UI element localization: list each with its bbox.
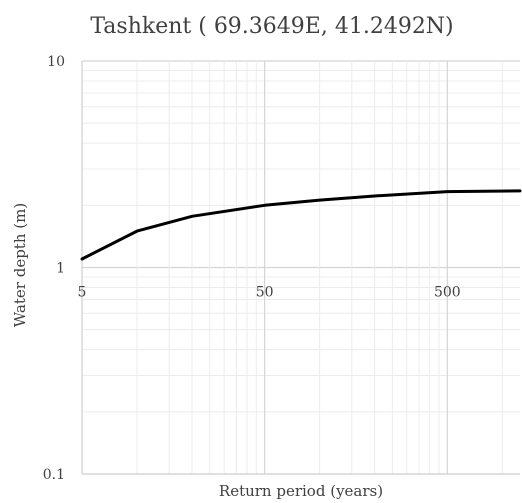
y-tick-label: 0.1	[43, 467, 65, 483]
tick-labels: 10 1 0.1 5 50 500	[43, 54, 461, 483]
grid	[81, 60, 520, 475]
x-tick-label: 50	[256, 285, 274, 301]
series-line-1	[80, 189, 522, 261]
y-tick-label: 10	[47, 54, 65, 70]
y-tick-label: 1	[56, 261, 65, 277]
x-tick-label: 500	[434, 285, 461, 301]
y-axis-title: Water depth (m)	[11, 203, 29, 327]
x-axis-title: Return period (years)	[219, 482, 383, 500]
x-tick-label: 5	[78, 285, 87, 301]
chart-title: Tashkent ( 69.3649E, 41.2492N)	[90, 14, 453, 39]
series-layer	[80, 189, 522, 261]
